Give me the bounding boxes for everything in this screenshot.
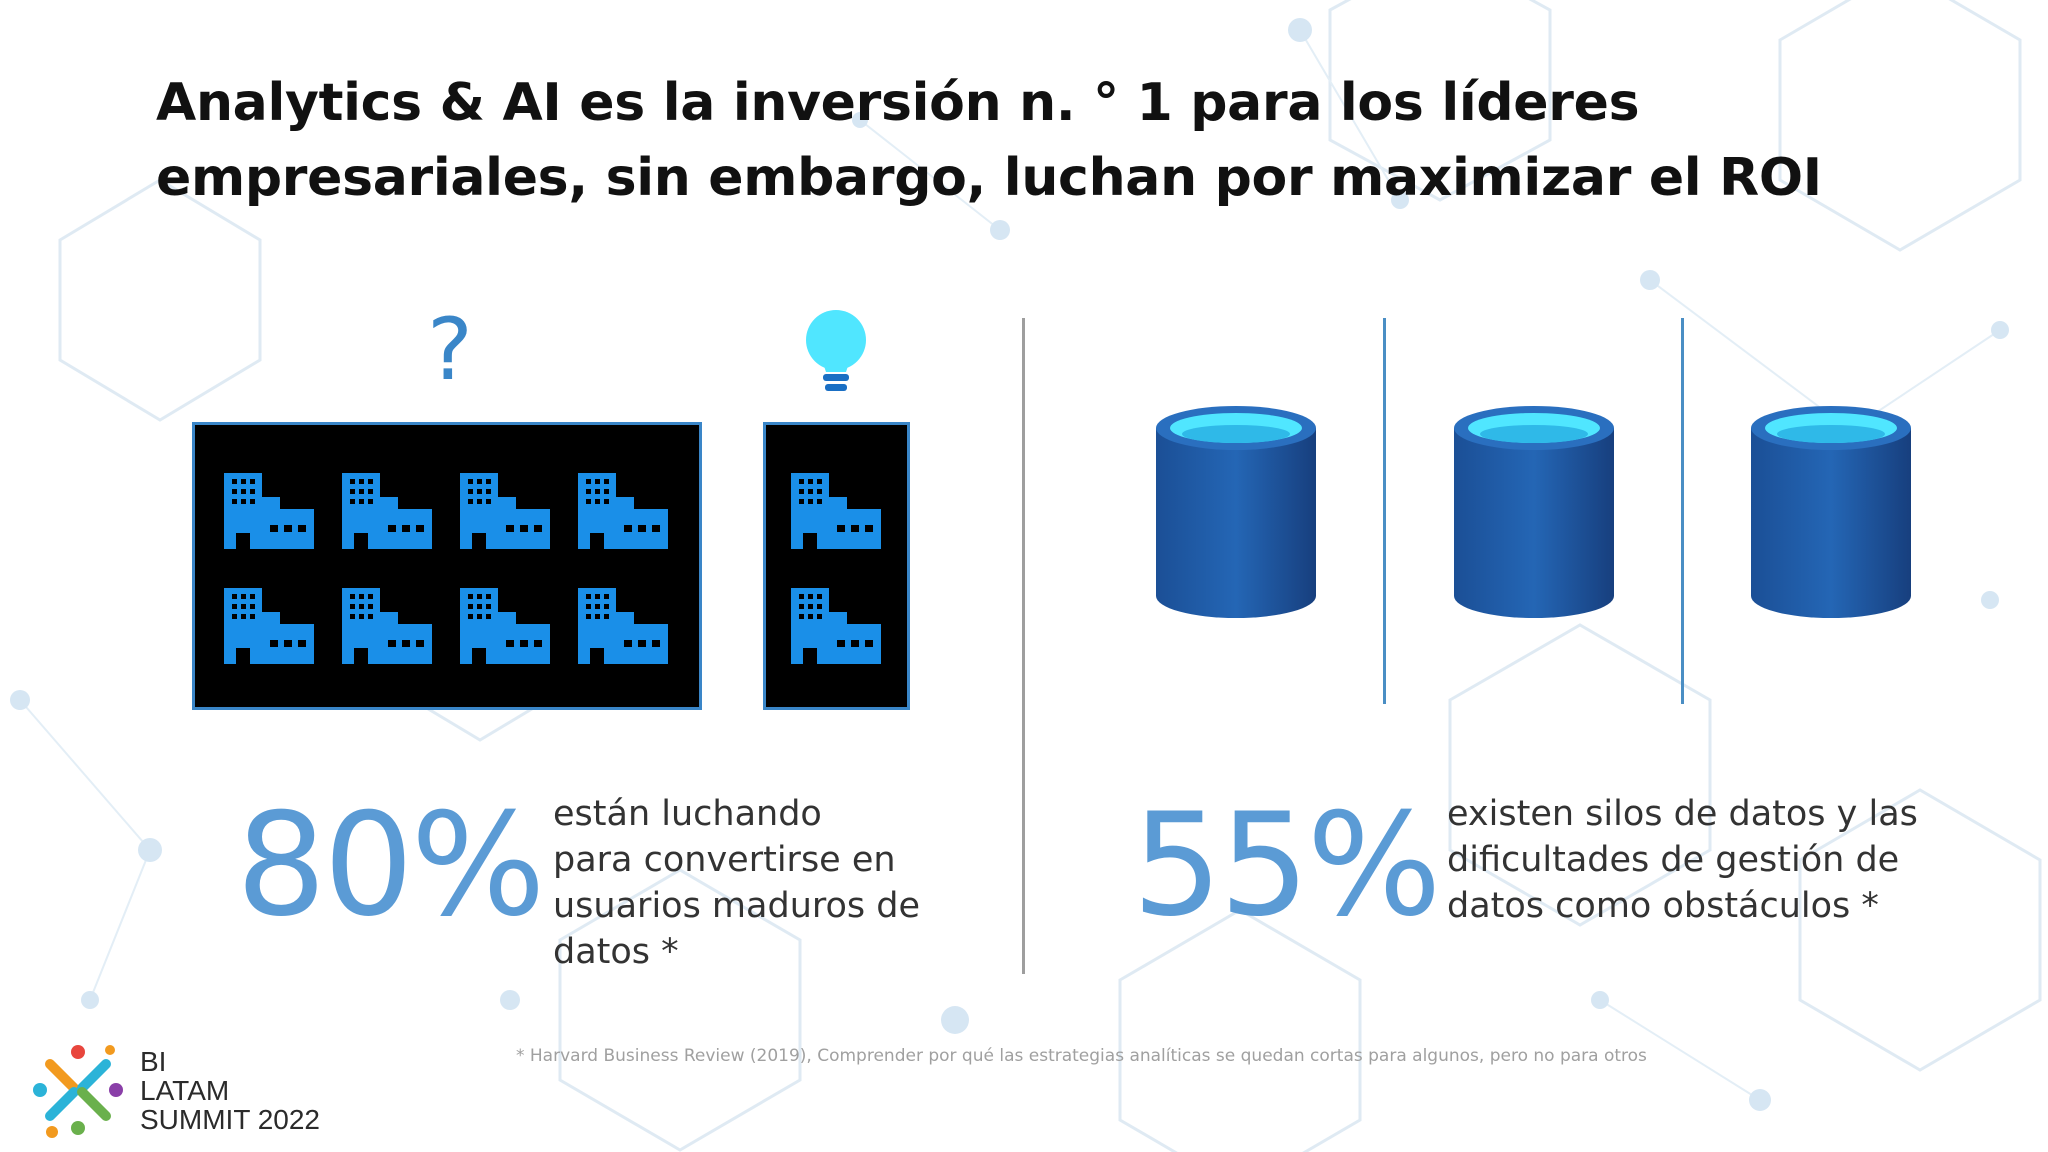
stat-right-line-2: dificultades de gestión de (1447, 840, 1900, 880)
office-building-icon (791, 473, 881, 549)
section-divider (1022, 318, 1025, 974)
office-building-icon (224, 473, 314, 549)
office-building-icon (224, 588, 314, 664)
companies-box (192, 422, 702, 710)
stat-right-line-3: datos como obstáculos * (1447, 886, 1879, 926)
office-building-icon (460, 588, 550, 664)
stat-left-line-1: están luchando (553, 794, 822, 834)
database-cylinder-icon (1156, 406, 1316, 618)
office-building-icon (342, 473, 432, 549)
silo-separator-1 (1383, 318, 1386, 704)
title-line-1: Analytics & AI es la inversión n. ° 1 pa… (156, 73, 1640, 133)
event-logo-text: BI LATAM SUMMIT 2022 (140, 1047, 320, 1134)
office-building-icon (460, 473, 550, 549)
stat-left-value: 80% (236, 783, 546, 948)
stat-left-description: están luchando para convertirse en usuar… (553, 791, 920, 975)
logo-line-1: BI (140, 1046, 167, 1077)
stat-left-line-3: usuarios maduros de (553, 886, 921, 926)
mature-companies-box (763, 422, 910, 710)
footnote: * Harvard Business Review (2019), Compre… (516, 1046, 1647, 1066)
lightbulb-icon (806, 310, 866, 391)
logo-line-2: LATAM (140, 1075, 230, 1106)
stat-right-description: existen silos de datos y las dificultade… (1447, 791, 1918, 929)
logo-line-3: SUMMIT 2022 (140, 1104, 320, 1135)
office-building-icon (342, 588, 432, 664)
title-line-2: empresariales, sin embargo, luchan por m… (156, 148, 1822, 208)
question-mark-icon: ? (427, 300, 473, 400)
office-building-icon (578, 588, 668, 664)
database-cylinder-icon (1751, 406, 1911, 618)
office-building-icon (791, 588, 881, 664)
stat-right-line-1: existen silos de datos y las (1447, 794, 1918, 834)
database-cylinder-icon (1454, 406, 1614, 618)
slide-title: Analytics & AI es la inversión n. ° 1 pa… (156, 66, 1956, 216)
bi-latam-logo-icon (33, 1045, 123, 1138)
office-building-icon (578, 473, 668, 549)
stat-right-value: 55% (1132, 783, 1442, 948)
stat-left-line-4: datos * (553, 932, 679, 972)
silo-separator-2 (1681, 318, 1684, 704)
stat-left-line-2: para convertirse en (553, 840, 896, 880)
